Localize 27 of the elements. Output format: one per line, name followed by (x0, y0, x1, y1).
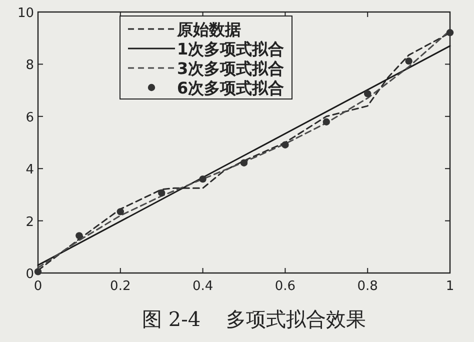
x-tick-label: 1 (446, 279, 454, 294)
y-tick-label: 4 (26, 162, 34, 178)
point (405, 57, 412, 65)
point (34, 268, 42, 276)
point (76, 232, 83, 240)
point (158, 189, 166, 196)
point (446, 29, 454, 36)
point (240, 159, 248, 166)
legend-label: 6次多项式拟合 (177, 78, 284, 98)
point (364, 90, 372, 98)
y-tick-label: 0 (26, 267, 34, 282)
x-tick-label: 0.8 (357, 279, 378, 294)
point (322, 118, 330, 126)
legend-label: 1次多项式拟合 (177, 40, 284, 58)
legend-label: 原始数据 (176, 20, 241, 39)
y-tick-label: 8 (26, 58, 34, 74)
point (199, 175, 206, 183)
x-tick-label: 0.2 (110, 279, 131, 294)
point (282, 141, 289, 148)
x-tick-label: 0.6 (274, 279, 296, 294)
y-tick-label: 10 (17, 6, 34, 21)
caption: 图 2-4 多项式拟合效果 (142, 307, 366, 331)
x-tick-label: 0.4 (192, 279, 214, 294)
y-tick-label: 6 (26, 110, 34, 126)
legend-label: 3次多项式拟合 (177, 59, 284, 78)
point (116, 208, 124, 216)
y-tick-label: 2 (26, 214, 34, 230)
